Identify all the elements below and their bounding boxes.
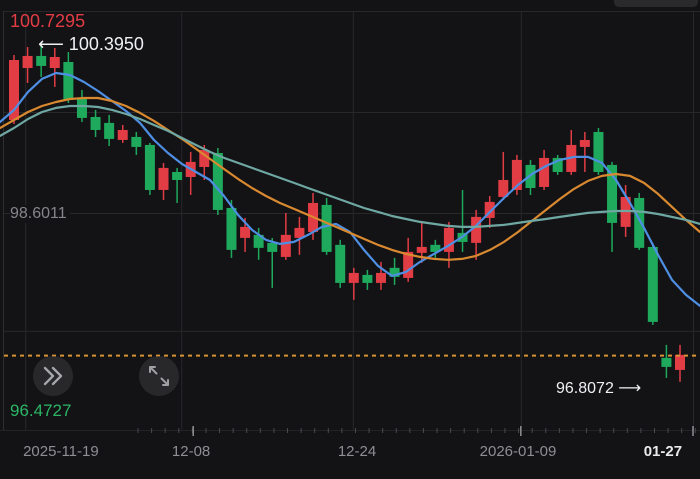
- candle-body: [375, 272, 386, 283]
- candle-body: [49, 57, 60, 69]
- candle-body: [90, 116, 101, 130]
- x-axis-label: 2026-01-09: [479, 443, 557, 460]
- candle-body: [36, 55, 47, 66]
- candle-body: [172, 171, 183, 180]
- ma-mid-line: [0, 96, 700, 261]
- toolbar-fragment: [614, 0, 698, 7]
- candle-body: [579, 139, 590, 147]
- candle-body: [552, 157, 563, 172]
- candle-body: [403, 251, 414, 278]
- candle-body: [294, 227, 305, 238]
- candle-body: [76, 97, 87, 118]
- x-axis-label: 12-08: [171, 443, 211, 460]
- candle-body: [498, 179, 509, 197]
- candle-body: [240, 226, 251, 238]
- x-axis-label: 12-24: [337, 443, 377, 460]
- candle-body: [280, 234, 291, 257]
- expand-arrows-icon: [149, 366, 169, 386]
- candle-body: [539, 157, 550, 187]
- candle-body: [443, 227, 454, 252]
- candle-body: [335, 244, 346, 283]
- candle-body: [430, 244, 441, 252]
- candle-body: [158, 167, 169, 190]
- candle-body: [661, 357, 672, 367]
- price-label-high-marker: ⟵ 100.3950: [38, 34, 144, 54]
- candle-body: [63, 61, 74, 100]
- candle-body: [634, 197, 645, 248]
- candle-body: [416, 246, 427, 253]
- x-axis-label: 01-27: [643, 443, 683, 460]
- candle-body: [511, 159, 522, 190]
- candle-body: [389, 267, 400, 277]
- price-label-gridline: 98.6011: [10, 205, 70, 223]
- candle-body: [253, 234, 264, 248]
- candle-body: [593, 131, 604, 172]
- candle-body: [484, 201, 495, 218]
- candle-body: [321, 204, 332, 252]
- candle-body: [131, 136, 142, 147]
- candle-body: [675, 354, 685, 370]
- candle-body: [144, 144, 155, 190]
- candle-body: [226, 207, 237, 250]
- candle-body: [9, 60, 19, 120]
- candle-body: [471, 216, 482, 243]
- fullscreen-expand-button[interactable]: [139, 356, 179, 396]
- candle-body: [362, 274, 373, 283]
- x-axis-label: 2025-11-19: [23, 443, 99, 460]
- collapse-panel-button[interactable]: [33, 356, 73, 396]
- candle-body: [22, 55, 33, 69]
- candle-body: [647, 246, 658, 322]
- candle-body: [348, 272, 359, 283]
- candle-body: [212, 152, 223, 210]
- price-label-last-price: 96.8072 ⟶: [556, 380, 642, 397]
- double-chevron-right-icon: [43, 366, 63, 386]
- candle-body: [199, 149, 210, 167]
- price-label-lower-limit: 96.4727: [10, 401, 72, 420]
- price-label-upper-limit: 100.7295: [10, 11, 86, 31]
- ma-slow-line: [0, 104, 700, 228]
- candle-body: [104, 122, 115, 139]
- candle-body: [607, 164, 618, 223]
- candle-body: [267, 242, 278, 252]
- candle-body: [117, 129, 128, 140]
